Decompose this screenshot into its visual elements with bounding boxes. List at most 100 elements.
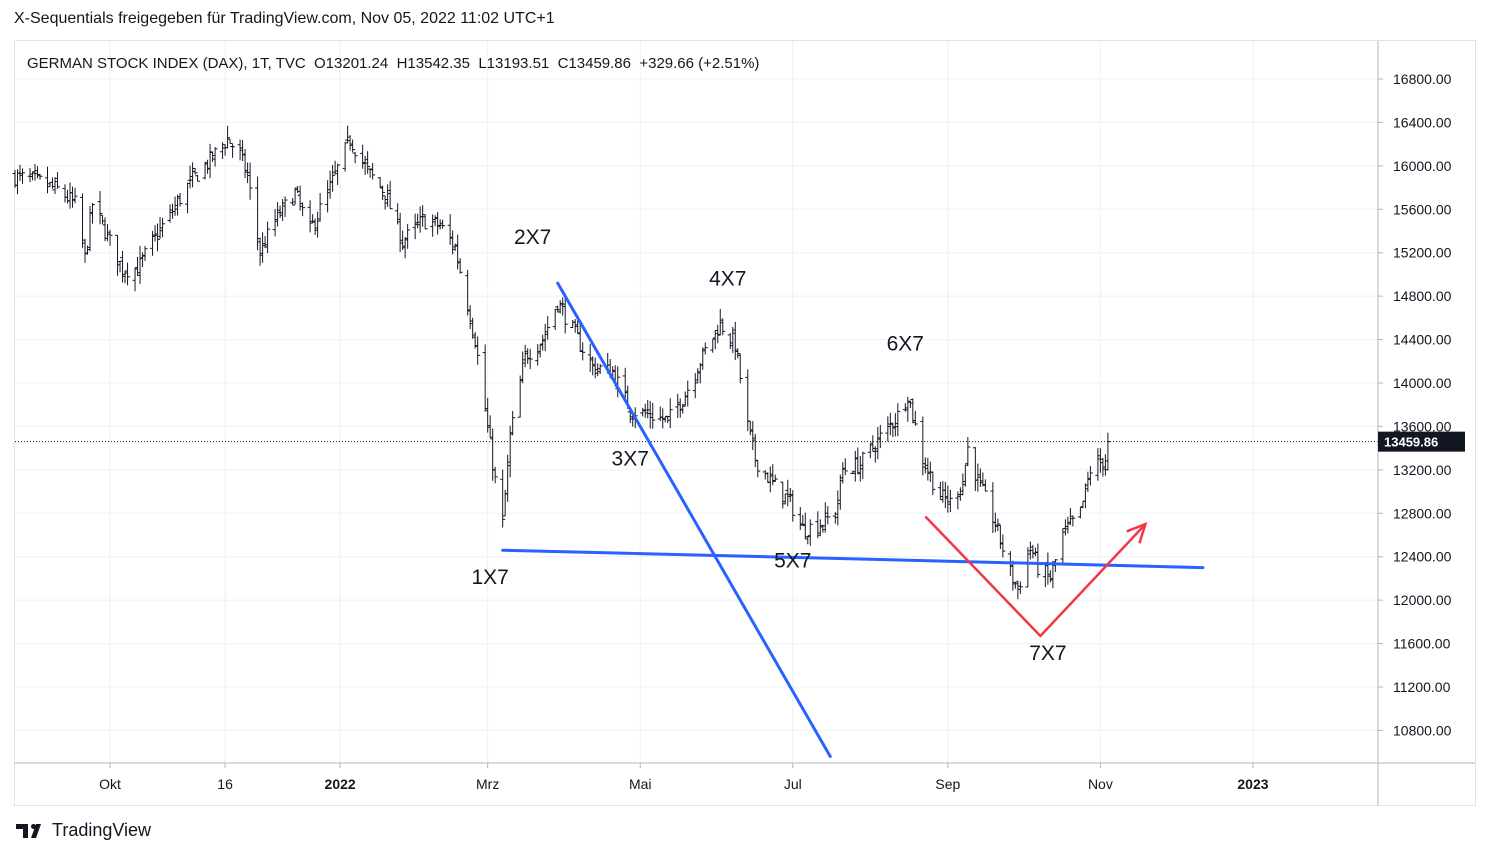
ohlc-bar <box>342 141 348 172</box>
y-tick-label: 16800.00 <box>1393 71 1452 87</box>
ohlc-bar <box>1077 506 1083 519</box>
grid-lines <box>15 41 1378 763</box>
ohlc-bar <box>1100 457 1106 477</box>
ohlc-bar <box>242 148 248 179</box>
legend-high: H13542.35 <box>396 55 470 72</box>
ohlc-bar <box>837 474 843 510</box>
ohlc-bar <box>30 171 36 181</box>
ohlc-bar <box>785 479 791 507</box>
y-tick-label: 12000.00 <box>1393 592 1452 608</box>
chart-panel[interactable] <box>14 40 1476 806</box>
ohlc-bar <box>237 139 243 161</box>
ohlc-bar <box>545 315 551 340</box>
ohlc-bar <box>80 193 86 248</box>
ohlc-bar <box>105 224 111 242</box>
ohlc-bar <box>702 342 708 355</box>
y-tick-label: 13200.00 <box>1393 462 1452 478</box>
ohlc-bar <box>300 202 306 217</box>
ohlc-bar <box>115 234 121 276</box>
ohlc-bar <box>842 458 848 476</box>
legend-low: L13193.51 <box>478 55 550 72</box>
ohlc-bar <box>1042 562 1048 588</box>
ohlc-bar <box>210 151 216 162</box>
ohlc-bar <box>892 413 898 437</box>
wave-label: 7X7 <box>1029 642 1066 665</box>
ohlc-bar <box>807 519 813 546</box>
ohlc-bar <box>947 489 953 513</box>
ohlc-bar <box>1105 432 1111 471</box>
ohlc-bar <box>542 323 548 352</box>
ohlc-bar <box>412 213 418 240</box>
ohlc-bar <box>765 472 771 484</box>
ohlc-bar <box>370 163 376 180</box>
ohlc-bar <box>142 245 148 261</box>
ohlc-bar <box>185 182 191 214</box>
ohlc-bar <box>72 187 78 204</box>
ohlc-bar <box>592 357 598 379</box>
ohlc-bar <box>400 230 406 251</box>
ohlc-bar <box>877 424 883 449</box>
ohlc-bar <box>415 213 421 229</box>
ohlc-bar <box>520 351 526 384</box>
ohlc-bar <box>750 421 756 451</box>
ohlc-bar <box>62 184 68 203</box>
ohlc-bar <box>187 165 193 189</box>
chart-caption: X-Sequentials freigegeben für TradingVie… <box>14 10 555 27</box>
ohlc-bar <box>560 297 566 316</box>
ohlc-bar <box>1012 582 1018 589</box>
last-price-badge-bg <box>1378 431 1465 452</box>
ohlc-bar <box>752 433 758 468</box>
ohlc-bar <box>1070 515 1076 527</box>
ohlc-bar <box>595 363 601 377</box>
ohlc-bar <box>350 139 356 153</box>
ohlc-bar <box>517 375 523 418</box>
ohlc-bar <box>45 166 51 194</box>
time-axis: Okt 16 2022 Mrz Mai Jul Sep Nov 2023 <box>15 762 1475 792</box>
ohlc-bar <box>312 218 318 235</box>
ohlc-bar <box>150 230 156 256</box>
ohlc-bar <box>482 344 488 412</box>
y-tick-label: 14000.00 <box>1393 375 1452 391</box>
ohlc-bar <box>790 490 796 522</box>
ohlc-bar <box>152 225 158 242</box>
ohlc-bar <box>435 212 441 235</box>
ohlc-bar <box>745 369 751 432</box>
ohlc-bar <box>1047 570 1053 583</box>
footer-brand[interactable]: TradingView <box>16 820 151 841</box>
ohlc-bar <box>205 159 211 174</box>
ohlc-bar <box>20 168 26 184</box>
ohlc-bar <box>387 180 393 210</box>
ohlc-bar <box>552 308 558 331</box>
y-tick-label: 10800.00 <box>1393 722 1452 738</box>
ohlc-bar <box>352 151 358 164</box>
ohlc-bar <box>910 398 916 424</box>
reversal-arrow-path <box>924 515 1147 638</box>
ohlc-bar <box>450 230 456 255</box>
ohlc-bar <box>275 202 281 227</box>
ohlc-bar <box>125 262 131 286</box>
ohlc-bar <box>360 144 366 169</box>
ohlc-bar <box>220 142 226 159</box>
ohlc-bar <box>710 338 716 353</box>
ohlc-bar <box>457 258 463 274</box>
ohlc-bar <box>942 481 948 509</box>
ohlc-bar <box>535 344 541 366</box>
x-tick-label: Nov <box>1088 776 1113 792</box>
ohlc-bar <box>272 209 278 237</box>
ohlc-bar <box>315 211 321 238</box>
ohlc-bar <box>890 422 896 438</box>
ohlc-bar <box>172 196 178 216</box>
ohlc-bar <box>992 512 998 533</box>
ohlc-bar <box>280 198 286 221</box>
ohlc-bar <box>157 216 163 239</box>
ohlc-bar <box>852 450 858 482</box>
ohlc-bar <box>192 167 198 175</box>
ohlc-bar <box>1032 547 1038 557</box>
ohlc-bar <box>720 318 726 336</box>
wave-label: 4X7 <box>709 267 746 290</box>
ohlc-bar <box>307 200 313 233</box>
ohlc-bar <box>527 348 533 370</box>
y-tick-label: 14400.00 <box>1393 332 1452 348</box>
ohlc-bar <box>510 410 516 436</box>
